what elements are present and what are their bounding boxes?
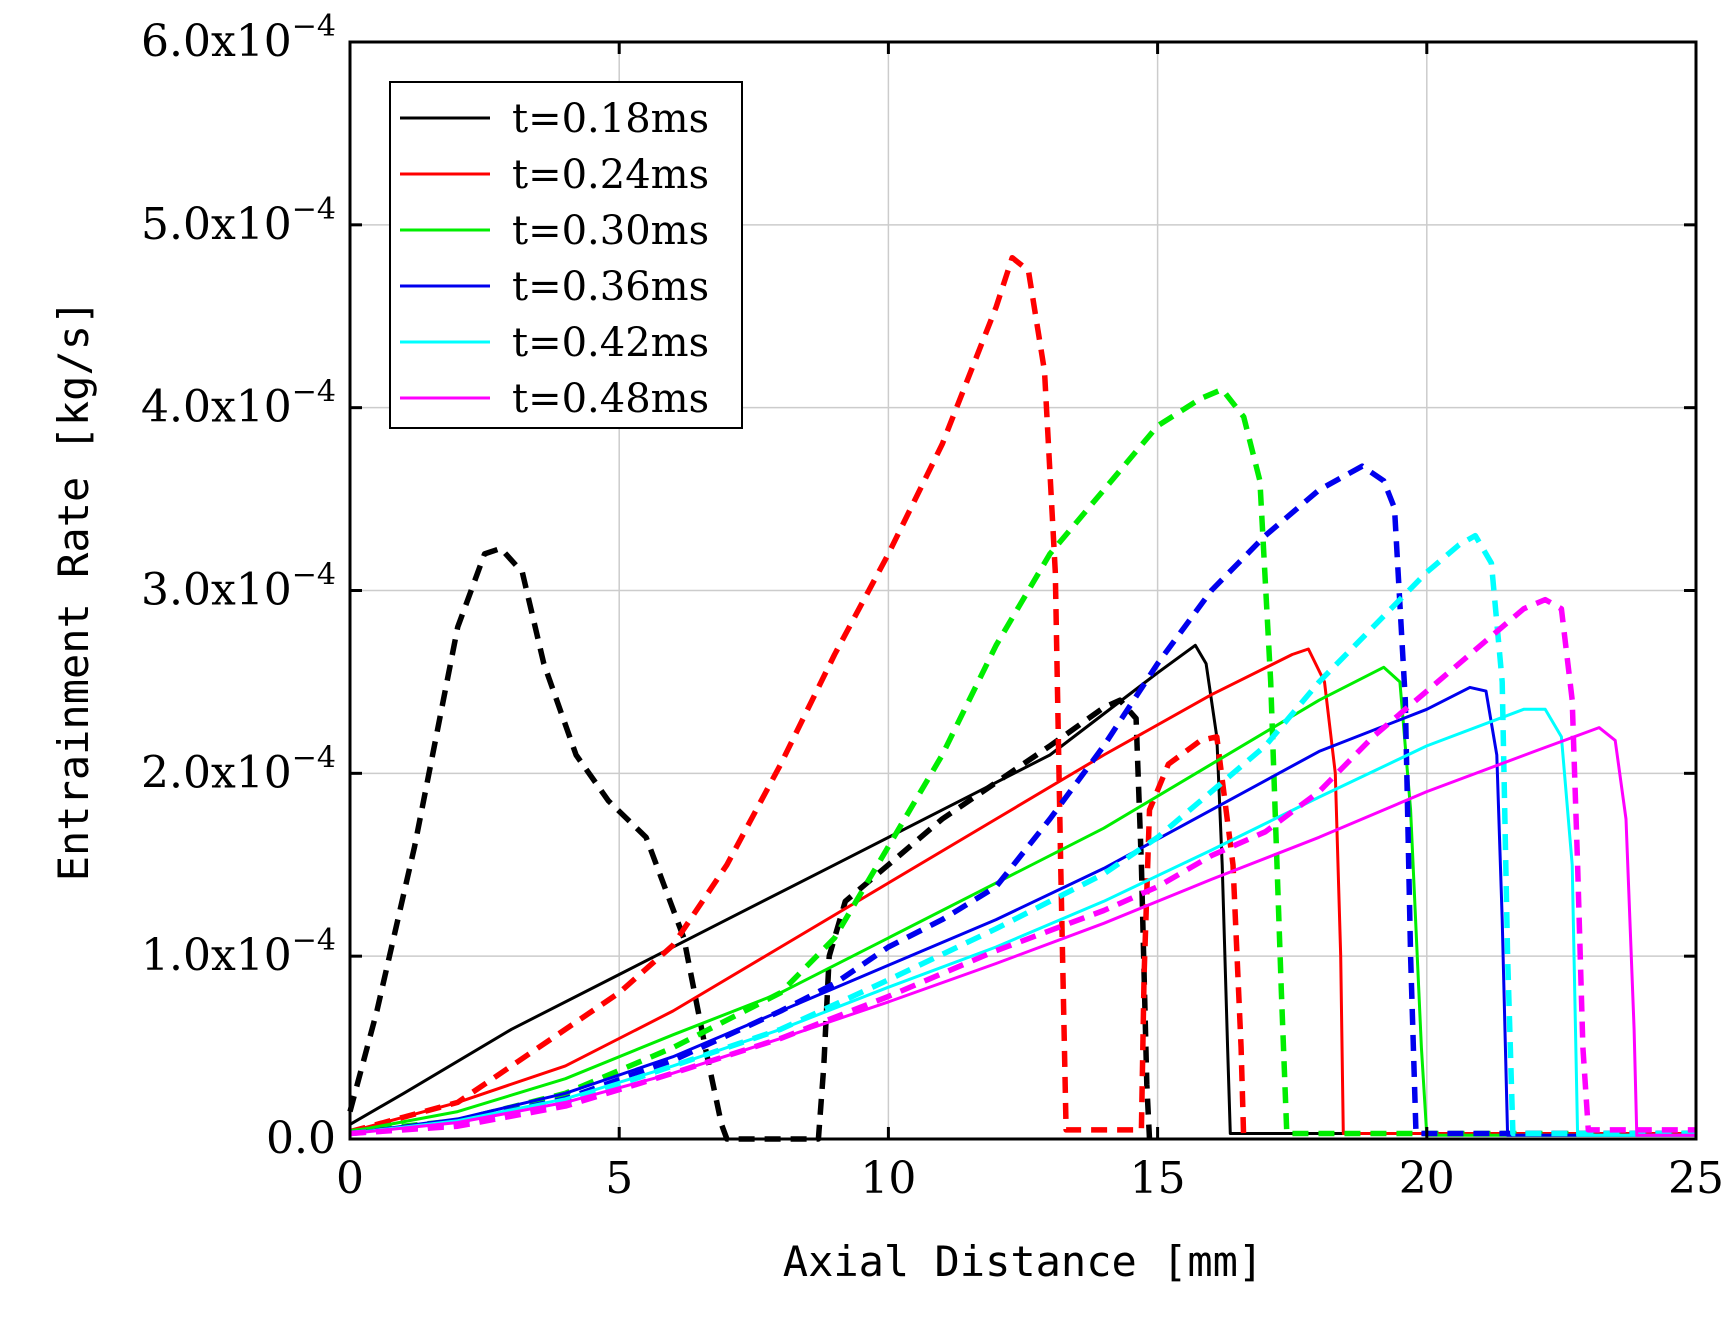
series-line-dashed-024 bbox=[349, 254, 1247, 1140]
legend-box bbox=[389, 81, 743, 429]
legend-label: t=0.42ms bbox=[512, 320, 709, 366]
legend: t=0.18ms t=0.24ms t=0.30ms t=0.36ms t=0.42ms… bbox=[389, 81, 743, 429]
series-line-dashed-042 bbox=[349, 532, 1696, 1137]
x-tick-label: 10 bbox=[860, 1153, 916, 1204]
ticks bbox=[348, 40, 1698, 1141]
series-line-solid-018 bbox=[349, 643, 1696, 1135]
y-tick-label: 4.0x10−4 bbox=[141, 375, 336, 433]
x-tick-label: 25 bbox=[1668, 1153, 1724, 1204]
x-tick-labels: 0 5 10 15 20 25 bbox=[336, 1153, 1724, 1204]
series-group bbox=[347, 254, 1696, 1142]
legend-label: t=0.18ms bbox=[512, 96, 709, 142]
y-tick-exponent: −4 bbox=[292, 558, 336, 593]
legend-label: t=0.36ms bbox=[512, 264, 709, 310]
x-tick-label: 15 bbox=[1130, 1153, 1186, 1204]
y-tick-exponent: −4 bbox=[292, 9, 336, 44]
series-line-dashed-036 bbox=[349, 463, 1696, 1137]
y-tick-label: 5.0x10−4 bbox=[141, 192, 336, 250]
y-tick-label: 1.0x10−4 bbox=[141, 923, 336, 981]
y-tick-exponent: −4 bbox=[292, 375, 336, 410]
series-line-solid-030 bbox=[349, 665, 1696, 1137]
series-line-solid-048 bbox=[349, 726, 1696, 1137]
y-tick-exponent: −4 bbox=[292, 923, 336, 958]
x-axis-label: Axial Distance [mm] bbox=[783, 1237, 1263, 1286]
series-line-dashed-048 bbox=[349, 596, 1696, 1137]
series-line-solid-024 bbox=[349, 647, 1696, 1135]
y-tick-label: 6.0x10−4 bbox=[141, 9, 336, 67]
x-tick-label: 5 bbox=[605, 1153, 633, 1204]
legend-label: t=0.48ms bbox=[512, 376, 709, 422]
legend-label: t=0.30ms bbox=[512, 208, 709, 254]
x-tick-label: 20 bbox=[1399, 1153, 1455, 1204]
y-tick-exponent: −4 bbox=[292, 192, 336, 227]
y-tick-label: 2.0x10−4 bbox=[141, 740, 336, 798]
y-axis-label: Entrainment Rate [kg/s] bbox=[49, 300, 98, 882]
series-line-solid-036 bbox=[349, 685, 1696, 1137]
x-tick-label: 0 bbox=[336, 1153, 364, 1204]
legend-label: t=0.24ms bbox=[512, 152, 709, 198]
y-tick-label: 0.0 bbox=[266, 1113, 336, 1164]
y-tick-label: 3.0x10−4 bbox=[141, 558, 336, 616]
y-tick-exponent: −4 bbox=[292, 740, 336, 775]
series-line-dashed-030 bbox=[349, 386, 1696, 1137]
y-tick-labels: 0.0 1.0x10−4 2.0x10−4 3.0x10−4 4.0x10−4 5.0x1… bbox=[141, 9, 336, 1164]
